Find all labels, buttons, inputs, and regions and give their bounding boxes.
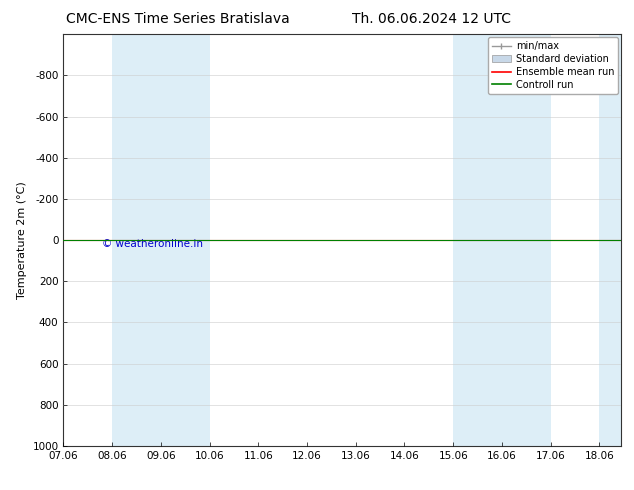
Legend: min/max, Standard deviation, Ensemble mean run, Controll run: min/max, Standard deviation, Ensemble me… xyxy=(488,37,618,94)
Text: Th. 06.06.2024 12 UTC: Th. 06.06.2024 12 UTC xyxy=(352,12,510,26)
Bar xyxy=(453,34,551,446)
Bar xyxy=(112,34,210,446)
Text: CMC-ENS Time Series Bratislava: CMC-ENS Time Series Bratislava xyxy=(66,12,289,26)
Text: © weatheronline.in: © weatheronline.in xyxy=(103,239,204,249)
Y-axis label: Temperature 2m (°C): Temperature 2m (°C) xyxy=(17,181,27,299)
Bar xyxy=(599,34,621,446)
